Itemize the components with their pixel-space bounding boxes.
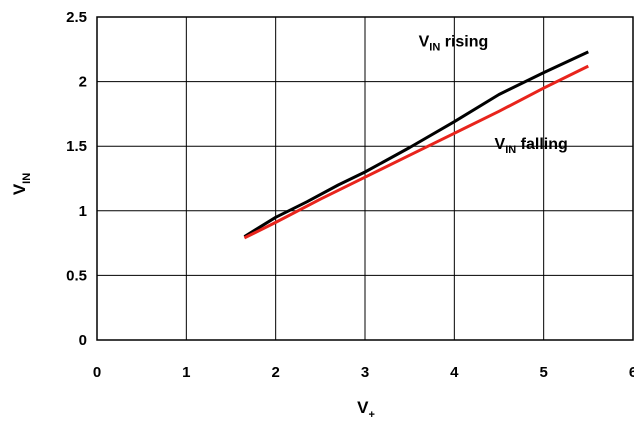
grid-lines <box>97 17 633 340</box>
plot-frame <box>96 16 634 341</box>
annotation-rising: VIN rising <box>419 34 489 54</box>
x-tick-label: 5 <box>539 364 547 381</box>
x-tick-label: 0 <box>93 364 101 381</box>
x-tick-labels: 0 1 2 3 4 5 6 <box>93 364 634 381</box>
y-tick-label: 2.5 <box>66 9 87 26</box>
x-tick-label: 4 <box>450 364 459 381</box>
y-tick-label: 1 <box>79 203 87 220</box>
y-tick-label: 1.5 <box>66 138 87 155</box>
y-axis-title: VIN <box>10 173 33 195</box>
annotation-falling: VIN falling <box>495 136 568 156</box>
y-tick-label: 0 <box>79 332 87 349</box>
x-tick-label: 1 <box>182 364 190 381</box>
x-tick-label: 3 <box>361 364 369 381</box>
y-tick-label: 0.5 <box>66 267 87 284</box>
x-axis-title: V+ <box>357 398 375 421</box>
x-tick-label: 2 <box>271 364 279 381</box>
y-tick-labels: 0 0.5 1 1.5 2 2.5 <box>66 9 87 349</box>
series-line-falling <box>243 64 589 240</box>
series-line-rising <box>243 50 589 238</box>
series-layer <box>243 50 589 240</box>
y-tick-label: 2 <box>79 74 87 91</box>
x-tick-label: 6 <box>629 364 634 381</box>
